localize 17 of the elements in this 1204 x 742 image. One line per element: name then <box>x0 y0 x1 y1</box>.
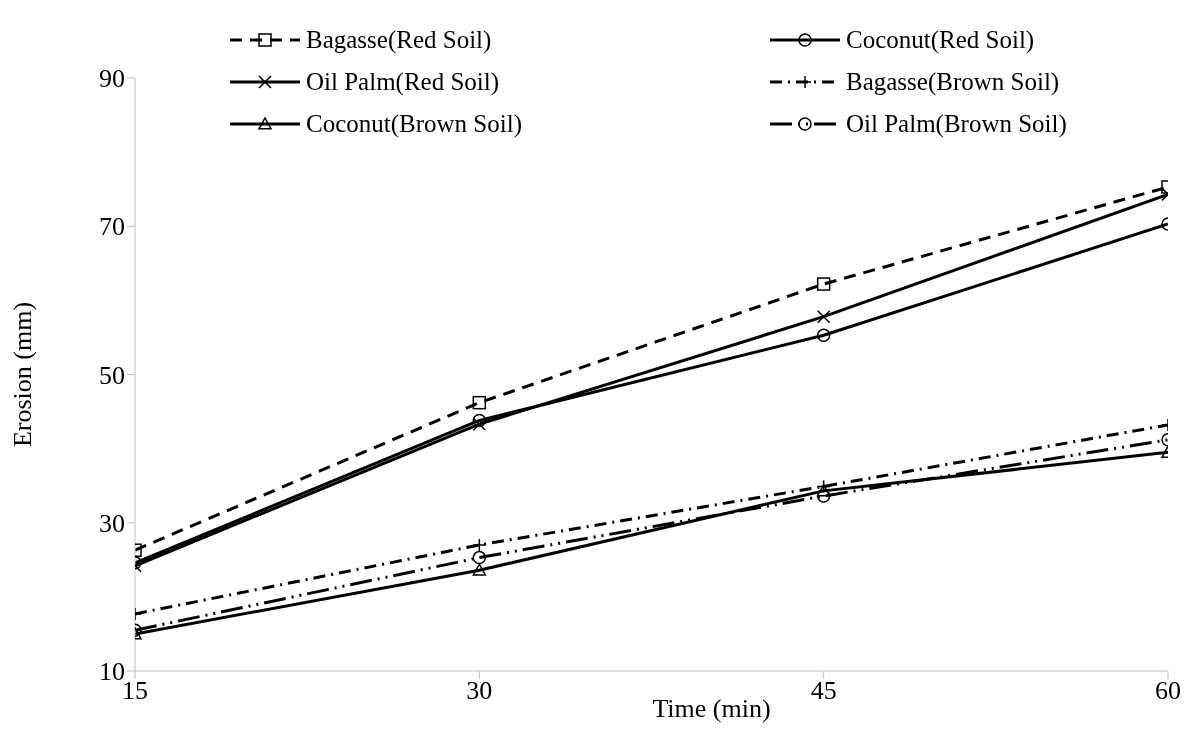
legend-label: Bagasse(Brown Soil) <box>846 68 1060 96</box>
legend-label: Coconut(Brown Soil) <box>306 110 522 138</box>
y-tick-label: 30 <box>99 508 125 538</box>
y-axis-title: Erosion (mm) <box>8 301 38 448</box>
x-tick-label: 30 <box>466 676 493 706</box>
y-tick-label: 90 <box>99 64 125 94</box>
y-tick-label: 50 <box>99 360 125 390</box>
x-tick-label: 45 <box>810 676 837 706</box>
y-tick-label: 70 <box>99 212 125 242</box>
legend-label: Oil Palm(Red Soil) <box>306 68 500 96</box>
legend-label: Oil Palm(Brown Soil) <box>846 110 1067 138</box>
legend-label: Coconut(Red Soil) <box>846 26 1035 54</box>
legend-label: Bagasse(Red Soil) <box>306 26 492 54</box>
x-tick-label: 60 <box>1155 676 1181 706</box>
y-tick-label: 10 <box>99 657 125 687</box>
x-axis-title: Time (min) <box>652 694 771 723</box>
x-tick-label: 15 <box>122 676 148 706</box>
